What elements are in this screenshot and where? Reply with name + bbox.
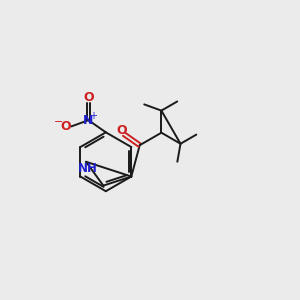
Text: O: O xyxy=(83,91,94,104)
Text: O: O xyxy=(116,124,127,137)
Text: −: − xyxy=(54,117,64,127)
Text: +: + xyxy=(89,111,98,121)
Text: NH: NH xyxy=(78,162,98,175)
Text: O: O xyxy=(61,120,71,133)
Text: N: N xyxy=(83,114,94,127)
